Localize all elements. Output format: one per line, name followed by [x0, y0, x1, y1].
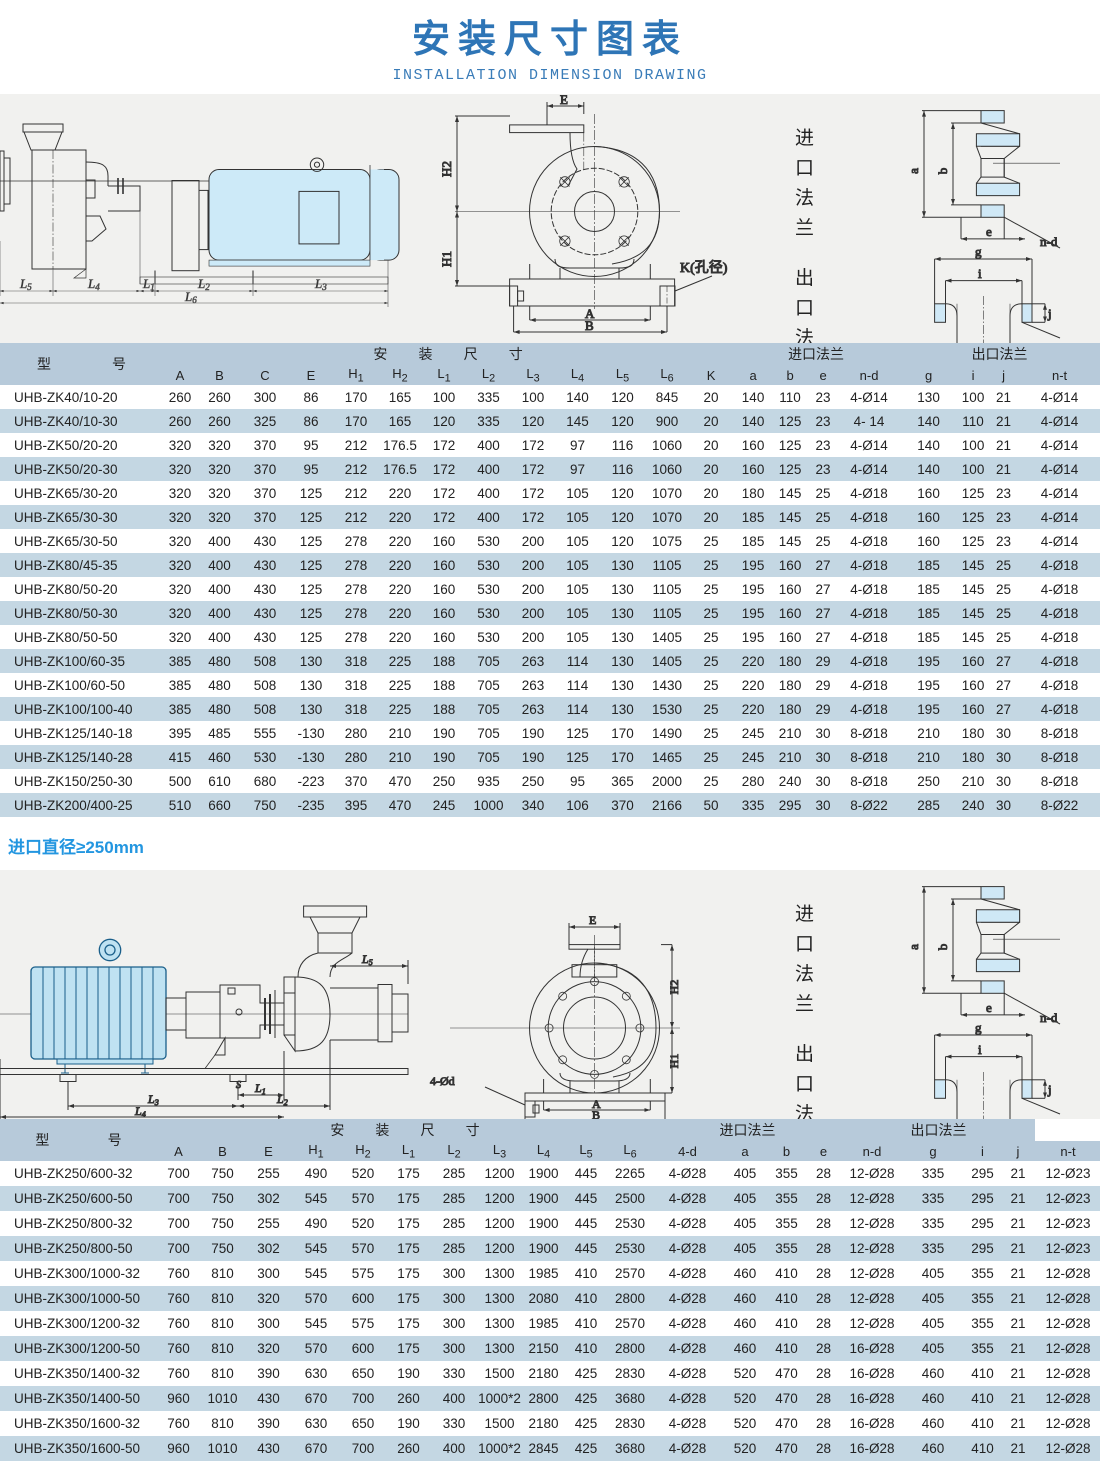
svg-text:i: i — [978, 266, 982, 281]
svg-text:L2: L2 — [197, 276, 210, 292]
svg-text:g: g — [975, 244, 982, 259]
svg-text:L1: L1 — [254, 1081, 266, 1096]
svg-text:a: a — [906, 944, 921, 950]
svg-text:a: a — [906, 168, 921, 174]
svg-text:g: g — [975, 1020, 982, 1035]
svg-text:b: b — [935, 944, 950, 951]
svg-text:口: 口 — [795, 1074, 814, 1095]
svg-text:兰: 兰 — [795, 993, 814, 1015]
svg-text:i: i — [978, 1042, 982, 1057]
svg-text:兰: 兰 — [795, 217, 814, 239]
svg-text:S: S — [236, 1080, 241, 1091]
svg-text:口: 口 — [795, 158, 814, 179]
svg-text:n-d: n-d — [1040, 1010, 1058, 1025]
svg-text:4-Ød: 4-Ød — [430, 1074, 455, 1088]
svg-text:n-t: n-t — [1040, 1115, 1055, 1119]
svg-text:L3: L3 — [147, 1092, 159, 1107]
svg-text:出: 出 — [795, 267, 814, 289]
svg-text:L5: L5 — [19, 276, 32, 292]
svg-text:出: 出 — [795, 1043, 814, 1065]
svg-text:H1: H1 — [439, 251, 454, 267]
svg-text:L2: L2 — [276, 1092, 288, 1107]
svg-text:进: 进 — [795, 127, 814, 149]
svg-text:口: 口 — [795, 298, 814, 319]
svg-text:n-t: n-t — [1040, 339, 1055, 343]
svg-text:口: 口 — [795, 934, 814, 955]
svg-text:L4: L4 — [87, 276, 100, 292]
svg-text:法: 法 — [795, 963, 814, 985]
svg-text:E: E — [589, 913, 596, 927]
svg-text:L3: L3 — [314, 276, 327, 292]
svg-text:E: E — [560, 94, 568, 107]
svg-text:j: j — [1047, 1082, 1052, 1097]
svg-text:j: j — [1047, 306, 1052, 321]
svg-text:e: e — [986, 1000, 992, 1015]
svg-text:H2: H2 — [667, 980, 681, 995]
svg-text:法: 法 — [795, 1103, 814, 1119]
svg-text:L6: L6 — [184, 289, 197, 305]
svg-text:L1: L1 — [142, 276, 155, 292]
svg-text:法: 法 — [795, 187, 814, 209]
svg-text:e: e — [986, 224, 992, 239]
svg-text:H1: H1 — [667, 1054, 681, 1069]
svg-text:L5: L5 — [361, 952, 373, 967]
svg-text:H2: H2 — [439, 161, 454, 177]
svg-text:K(孔径): K(孔径) — [680, 260, 728, 276]
svg-text:n-d: n-d — [1040, 234, 1058, 249]
svg-text:法: 法 — [795, 327, 814, 343]
svg-text:进: 进 — [795, 903, 814, 925]
svg-text:B: B — [592, 1108, 600, 1119]
svg-text:B: B — [585, 318, 594, 333]
svg-text:b: b — [935, 168, 950, 175]
